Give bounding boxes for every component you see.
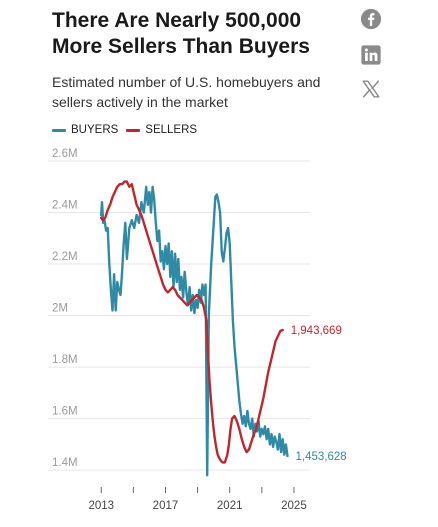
chart-subtitle: Estimated number of U.S. homebuyers and … [52,74,321,110]
chart-title: There Are Nearly 500,000 More Sellers Th… [52,9,310,58]
y-tick-label: 2.2M [52,251,78,263]
x-tick-label: 2021 [217,500,243,512]
y-tick-label: 2.6M [52,148,78,160]
series-line-sellers [100,180,284,464]
end-label-sellers: 1,943,669 [291,325,342,337]
legend-swatch-buyers [52,128,66,132]
y-tick-label: 2.4M [52,200,78,212]
x-tick-label: 2025 [281,500,307,512]
linkedin-icon[interactable] [360,44,382,66]
legend-swatch-sellers [126,128,141,132]
series-line-buyers [100,185,289,477]
legend: BUYERS SELLERS [52,122,205,138]
y-tick-label: 1.8M [52,354,78,366]
legend-label-sellers: SELLERS [145,124,198,136]
y-tick-label: 1.6M [52,406,78,418]
y-tick-label: 2M [52,303,68,315]
legend-item-buyers: BUYERS [52,124,118,136]
x-tick-label: 2017 [153,500,179,512]
x-icon[interactable] [360,78,382,100]
x-tick-label: 2013 [88,500,114,512]
legend-item-sellers: SELLERS [126,124,197,136]
facebook-icon[interactable] [360,8,382,30]
end-label-buyers: 1,453,628 [296,451,347,463]
y-tick-label: 1.4M [52,457,78,469]
legend-label-buyers: BUYERS [71,124,119,136]
